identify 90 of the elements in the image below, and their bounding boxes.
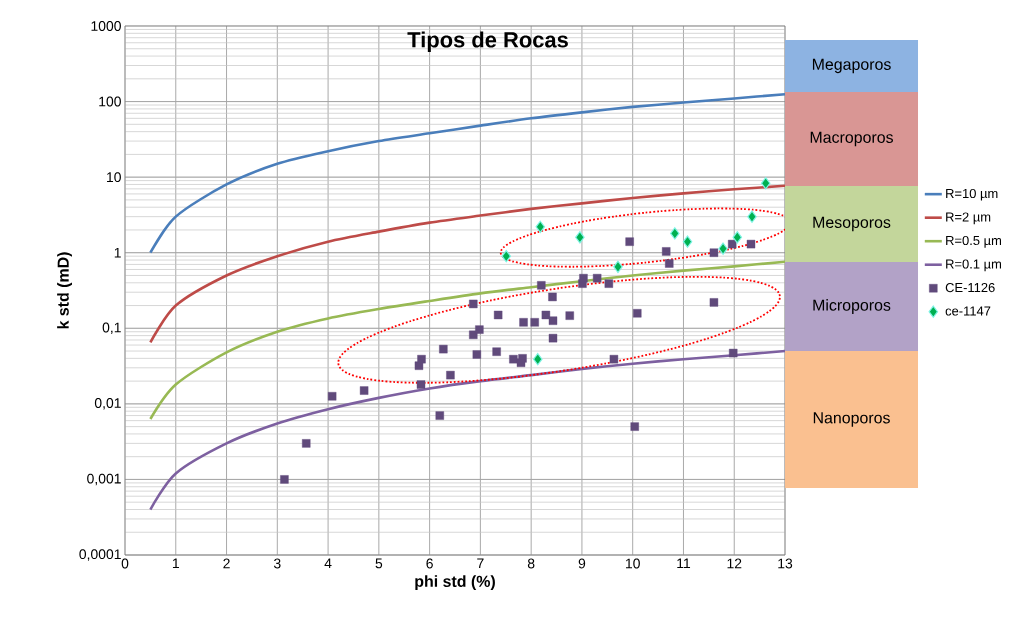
point	[469, 330, 478, 339]
y-tick-label: 0,1	[102, 322, 121, 335]
point	[662, 247, 671, 256]
point	[670, 227, 680, 240]
point	[530, 318, 539, 327]
point	[439, 344, 448, 354]
y-tick-label: 100	[99, 96, 121, 107]
point	[747, 210, 757, 223]
line-series	[149, 92, 787, 255]
point	[625, 237, 634, 246]
point	[565, 311, 574, 320]
x-tick-label: 10	[626, 558, 640, 569]
point	[633, 309, 642, 318]
y-tick-label: 0,0001	[79, 549, 121, 561]
y-tick-label: 1000	[91, 21, 121, 31]
point	[548, 333, 558, 343]
text: Megaporos	[812, 58, 891, 74]
line-series	[149, 349, 787, 511]
text: Macroporos	[810, 131, 893, 147]
point	[532, 352, 543, 366]
point	[469, 299, 478, 309]
point	[492, 347, 501, 356]
point	[535, 220, 546, 234]
y-tick-label: 10	[107, 172, 121, 183]
point	[665, 259, 674, 268]
point	[732, 231, 743, 244]
text: Microporos	[813, 299, 891, 314]
point	[280, 475, 289, 484]
point	[718, 242, 728, 255]
point	[435, 411, 444, 420]
point	[728, 239, 737, 249]
point	[604, 279, 614, 288]
y-tick-label: 0,001	[87, 473, 121, 486]
point	[519, 318, 528, 327]
x-tick-label: 13	[778, 558, 793, 569]
legend-label: ce-1147	[945, 306, 991, 316]
point	[302, 439, 311, 448]
x-tick-label: 2	[223, 558, 230, 569]
point	[575, 231, 585, 244]
point	[416, 380, 426, 389]
text: Nanoporos	[813, 412, 890, 427]
point	[509, 354, 518, 364]
point	[417, 354, 426, 364]
x-tick-label: 11	[677, 558, 691, 569]
x-tick-label: 7	[477, 558, 484, 569]
x-tick-label: 12	[727, 558, 742, 569]
point	[630, 422, 639, 431]
chart-title: Tipos de Rocas	[407, 31, 568, 52]
point	[592, 274, 602, 283]
x-tick-label: 3	[273, 558, 281, 569]
x-axis-title: phi std (%)	[415, 575, 495, 591]
point	[709, 298, 719, 307]
legend-label: R=10 µm	[946, 188, 998, 201]
point	[709, 248, 719, 257]
x-tick-label: 1	[172, 558, 179, 569]
x-tick-label: 9	[578, 558, 586, 569]
point	[609, 354, 619, 364]
point	[327, 392, 337, 401]
x-tick-label: 0	[121, 558, 129, 569]
point	[446, 370, 455, 380]
y-tick-label: 1	[114, 247, 121, 258]
x-tick-label: 6	[426, 558, 433, 569]
point	[475, 325, 484, 334]
point	[729, 348, 738, 358]
line-series	[149, 260, 787, 421]
point	[501, 249, 512, 263]
point	[746, 239, 756, 249]
point	[493, 310, 503, 320]
point	[548, 292, 557, 302]
text: Mesoporos	[813, 216, 891, 232]
y-tick-label: 0,01	[94, 398, 121, 410]
point	[682, 235, 693, 248]
point	[359, 386, 369, 395]
point	[760, 177, 771, 190]
x-tick-label: 4	[324, 558, 332, 569]
x-tick-label: 5	[375, 558, 383, 569]
legend-label: R=0.1 µm	[946, 259, 1001, 272]
point	[541, 310, 551, 320]
legend-label: R=2 µm	[946, 212, 991, 225]
point	[472, 350, 482, 359]
point	[613, 260, 623, 274]
point	[579, 274, 588, 283]
point	[537, 281, 546, 290]
point	[548, 316, 558, 325]
y-axis-title: k std (mD)	[57, 252, 72, 329]
legend-label: R=0.5 µm	[946, 235, 1001, 248]
point	[516, 358, 526, 367]
x-tick-label: 8	[527, 558, 535, 569]
legend-label: CE-1126	[945, 282, 995, 293]
line-series	[149, 184, 787, 344]
